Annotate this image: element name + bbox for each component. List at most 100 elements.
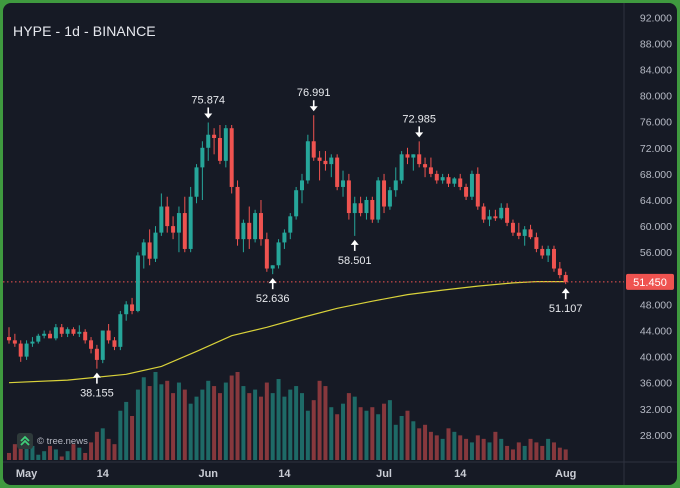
y-tick-label: 36.000 <box>640 378 672 390</box>
volume-bar <box>253 389 258 460</box>
volume-bar <box>217 393 222 460</box>
volume-bar <box>487 442 492 460</box>
volume-bar <box>159 384 164 460</box>
volume-bar <box>36 454 41 460</box>
candle-body <box>428 167 433 174</box>
watermark-text: © tree.news <box>37 435 88 447</box>
annotation-label: 38.155 <box>80 388 114 400</box>
candle-body <box>212 134 217 138</box>
volume-bar <box>112 444 117 460</box>
candle-body <box>83 331 88 341</box>
volume-bar <box>165 380 170 460</box>
candle-body <box>481 206 486 220</box>
volume-bar <box>505 445 510 460</box>
candle-body <box>440 177 445 181</box>
volume-bar <box>370 407 375 460</box>
candle-body <box>469 173 474 197</box>
volume-bar <box>364 410 369 460</box>
volume-bar <box>317 380 322 460</box>
volume-bar <box>18 447 23 460</box>
candle-body <box>264 239 269 269</box>
candlestick-chart[interactable]: 92.000 88.000 84.000 80.000 76.000 72.000 68.0… <box>3 3 677 485</box>
volume-bar <box>352 396 357 460</box>
candle-body <box>59 327 64 334</box>
volume-bar <box>223 382 228 460</box>
candle-body <box>294 190 299 217</box>
volume-bar <box>329 407 334 460</box>
candle-body <box>516 232 521 236</box>
candle-body <box>382 180 387 207</box>
volume-bar <box>405 410 410 460</box>
x-tick-label: 14 <box>97 468 110 480</box>
candle-body <box>71 329 76 334</box>
candle-body <box>159 206 164 233</box>
moving-average-line <box>8 281 566 384</box>
annotation-arrowhead <box>350 239 359 245</box>
annotation-label: 58.501 <box>338 255 372 267</box>
volume-bar <box>206 380 211 460</box>
volume-bar <box>510 449 515 460</box>
volume-bar <box>546 438 551 460</box>
candle-body <box>253 213 258 240</box>
last-price-badge <box>626 273 674 290</box>
candle-body <box>141 242 146 256</box>
y-tick-label: 56.000 <box>640 247 672 259</box>
volume-bar <box>557 447 562 460</box>
volume-bar <box>7 452 11 460</box>
candle-body <box>112 340 117 347</box>
candle-body <box>376 180 381 220</box>
candle-body <box>241 222 246 240</box>
volume-bar <box>65 451 70 460</box>
candle-body <box>446 177 451 184</box>
candle-body <box>18 343 23 357</box>
candle-body <box>258 213 263 240</box>
candle-body <box>282 232 287 243</box>
candle-body <box>247 222 252 240</box>
volume-bar <box>341 403 346 460</box>
candle-body <box>370 200 375 220</box>
candle-body <box>417 154 422 165</box>
volume-bar <box>358 407 363 460</box>
candle-body <box>522 229 527 236</box>
candle-body <box>65 329 70 334</box>
candle-body <box>147 242 152 259</box>
volume-bar <box>235 372 240 460</box>
volume-bar <box>229 375 234 460</box>
volume-bar <box>212 386 217 460</box>
candle-body <box>551 248 556 269</box>
x-tick-label: 14 <box>278 468 291 480</box>
candle-body <box>540 248 545 256</box>
candle-body <box>305 141 310 181</box>
volume-bar <box>393 424 398 460</box>
y-tick-label: 40.000 <box>640 352 672 364</box>
y-tick-label: 60.000 <box>640 221 672 233</box>
volume-bar <box>200 389 205 460</box>
volume-bar <box>53 449 58 460</box>
candle-body <box>557 268 562 276</box>
volume-bar <box>59 456 64 460</box>
candle-body <box>411 154 416 158</box>
candle-body <box>458 178 463 187</box>
candle-body <box>341 180 346 187</box>
volume-bar <box>452 431 457 460</box>
volume-bar <box>188 403 193 460</box>
candle-body <box>223 128 228 161</box>
annotation-arrowhead <box>268 278 277 284</box>
volume-bar <box>288 389 293 460</box>
volume-bar <box>130 416 135 460</box>
y-tick-label: 92.000 <box>640 12 672 24</box>
volume-bar <box>458 435 463 460</box>
candle-body <box>171 226 176 233</box>
volume-bar <box>376 414 381 460</box>
volume-bar <box>106 438 111 460</box>
volume-bar <box>247 393 252 460</box>
volume-bar <box>48 445 53 460</box>
candle-body <box>364 200 369 214</box>
volume-bar <box>563 449 568 460</box>
candle-body <box>528 229 533 238</box>
candle-body <box>534 237 539 249</box>
candle-body <box>36 335 41 342</box>
candle-body <box>346 180 351 214</box>
candle-body <box>317 157 322 161</box>
volume-bar <box>24 442 29 460</box>
